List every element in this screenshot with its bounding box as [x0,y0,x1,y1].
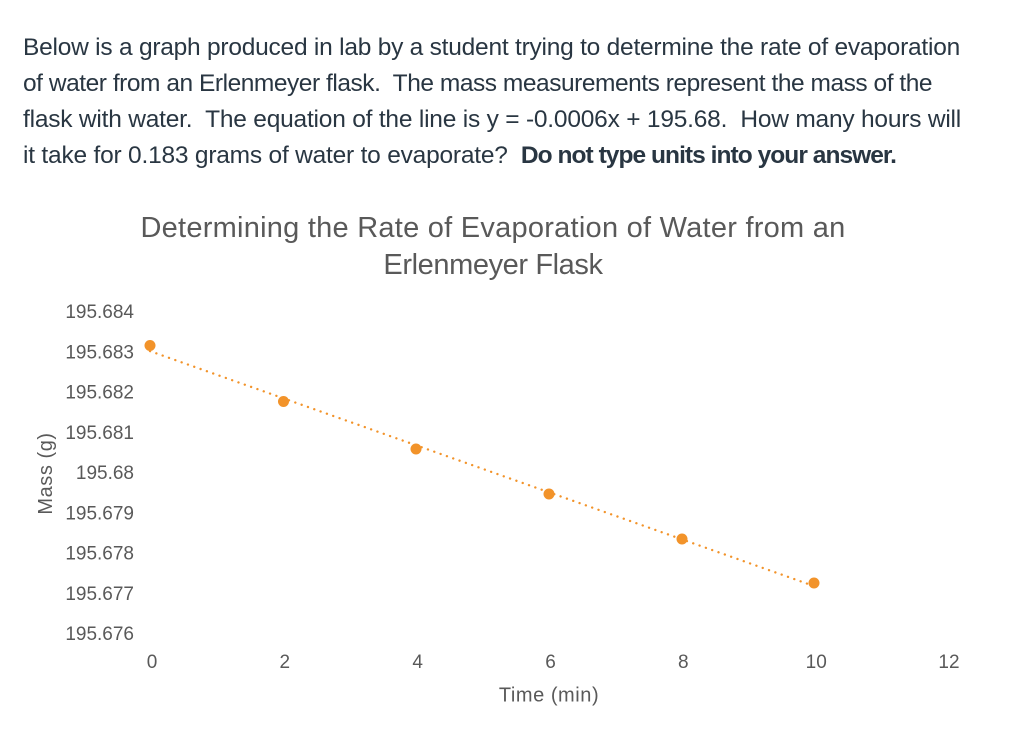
svg-text:195.679: 195.679 [65,503,134,524]
svg-text:0: 0 [147,652,158,673]
svg-text:195.68: 195.68 [76,463,134,484]
svg-text:10: 10 [806,652,827,673]
svg-text:195.678: 195.678 [65,544,134,565]
svg-text:195.677: 195.677 [65,584,134,605]
svg-text:195.684: 195.684 [65,302,134,323]
svg-text:4: 4 [412,652,423,673]
svg-text:195.683: 195.683 [65,342,134,363]
svg-text:195.681: 195.681 [65,423,134,444]
svg-text:195.676: 195.676 [65,624,134,645]
svg-text:Mass (g): Mass (g) [35,432,57,514]
svg-text:6: 6 [545,652,556,673]
svg-text:8: 8 [678,652,689,673]
svg-text:12: 12 [938,652,959,673]
svg-text:195.682: 195.682 [65,383,134,404]
svg-text:Determining the Rate of Evapor: Determining the Rate of Evaporation of W… [140,212,845,244]
svg-text:2: 2 [280,652,291,673]
svg-text:Erlenmeyer Flask: Erlenmeyer Flask [383,249,603,281]
svg-text:Time (min): Time (min) [499,685,599,707]
